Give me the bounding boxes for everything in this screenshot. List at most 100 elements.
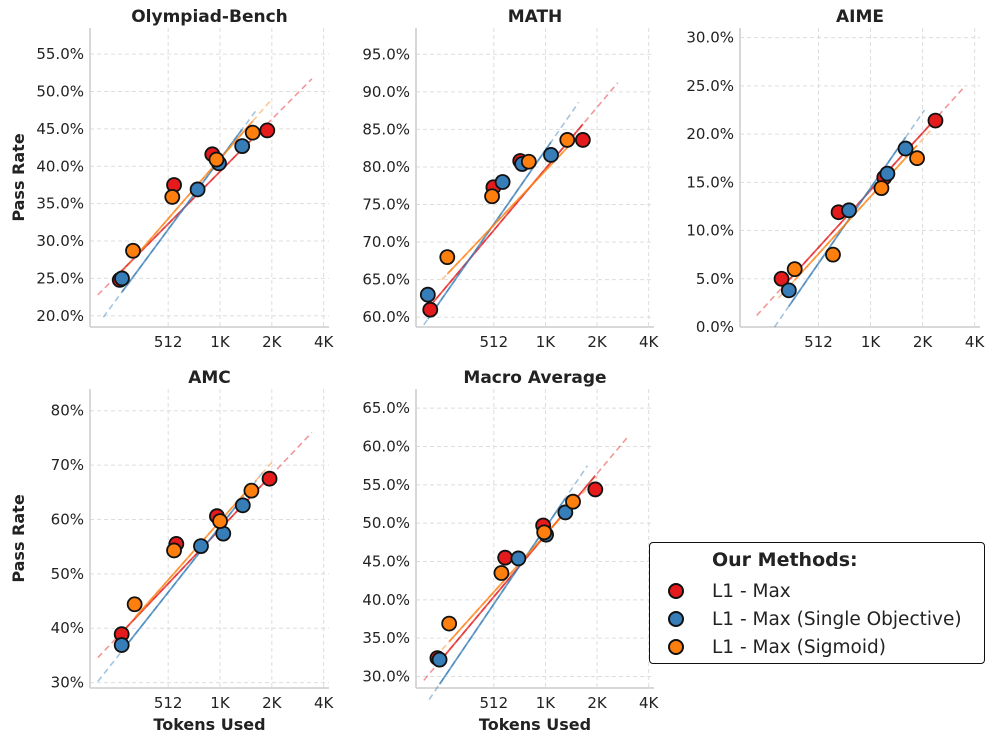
data-point-l1-max-single-objective <box>114 270 130 287</box>
x-tick-label: 512 <box>804 333 833 351</box>
y-tick-label: 55.0% <box>362 476 410 494</box>
data-point-l1-max-sigmoid <box>909 150 925 167</box>
y-tick-label: 95.0% <box>362 45 410 63</box>
data-point-l1-max-sigmoid <box>786 261 803 278</box>
x-tick-label: 512 <box>154 694 183 712</box>
data-point-l1-max-sigmoid <box>243 482 260 499</box>
data-point-l1-max <box>927 112 944 129</box>
y-tick-label: 70% <box>51 456 84 474</box>
y-tick-label: 35.0% <box>36 195 84 213</box>
data-point-l1-max <box>259 122 276 139</box>
x-axis-label: Tokens Used <box>153 715 265 734</box>
y-tick-label: 40.0% <box>36 157 84 175</box>
legend-item-l1-max-single-objective: L1 - Max (Single Objective) <box>668 607 962 631</box>
chart-aime: 0.0% 5.0% 10.0% 15.0% 20.0% 25.0% 30.0% 512 1K 2K… <box>686 7 985 351</box>
x-tick-label: 2K <box>913 333 934 351</box>
chart-title: Macro Average <box>463 368 606 388</box>
x-tick-label: 2K <box>587 333 608 351</box>
x-tick-label: 2K <box>262 333 283 351</box>
data-point-l1-max-sigmoid <box>126 596 143 613</box>
data-point-l1-max-single-objective <box>193 538 209 555</box>
x-tick-label: 1K <box>536 694 557 712</box>
data-point-l1-max-sigmoid <box>439 249 456 266</box>
chart-title: AMC <box>188 368 231 388</box>
x-axis-label: Tokens Used <box>479 715 591 734</box>
data-point-l1-max-sigmoid <box>441 615 458 632</box>
data-point-l1-max-sigmoid <box>536 524 553 541</box>
x-tick-label: 2K <box>587 694 608 712</box>
y-tick-label: 70.0% <box>362 233 410 251</box>
y-tick-label: 20.0% <box>36 307 84 325</box>
y-tick-label: 60.0% <box>362 438 410 456</box>
x-tick-label: 2K <box>262 694 283 712</box>
legend-label: L1 - Max <box>712 580 791 602</box>
x-tick-label: 512 <box>480 333 509 351</box>
data-point-l1-max-single-objective <box>841 202 857 219</box>
legend-label: L1 - Max (Sigmoid) <box>712 636 886 658</box>
data-point-l1-max-sigmoid <box>208 151 225 168</box>
y-tick-label: 30.0% <box>686 29 734 47</box>
y-tick-label: 0.0% <box>696 318 734 336</box>
x-tick-label: 4K <box>314 333 335 351</box>
data-point-l1-max-sigmoid <box>484 188 500 205</box>
y-tick-label: 50% <box>51 565 84 583</box>
y-tick-label: 45.0% <box>362 553 410 571</box>
y-tick-label: 75.0% <box>362 196 410 214</box>
y-axis-label: Pass Rate <box>9 494 28 582</box>
data-point-l1-max-sigmoid <box>520 153 537 170</box>
data-point-l1-max <box>773 270 790 287</box>
data-point-l1-max-sigmoid <box>244 124 261 141</box>
trend-line-l1-max <box>780 118 937 289</box>
y-tick-label: 65.0% <box>362 399 410 417</box>
x-tick-label: 1K <box>210 333 231 351</box>
y-tick-label: 20.0% <box>686 125 734 143</box>
data-point-l1-max-sigmoid <box>125 242 141 259</box>
data-point-l1-max-single-objective <box>879 165 896 182</box>
data-point-l1-max-sigmoid <box>873 180 890 197</box>
chart-macro-average: 30.0% 35.0% 40.0% 45.0% 50.0% 55.0% 60.0% 65.0%… <box>362 368 659 734</box>
x-tick-label: 4K <box>639 694 660 712</box>
data-point-l1-max-single-objective <box>897 140 914 157</box>
x-tick-label: 4K <box>314 694 335 712</box>
data-point-l1-max-sigmoid <box>212 513 228 530</box>
data-point-l1-max-single-objective <box>431 651 448 668</box>
data-point-l1-max-single-objective <box>234 497 251 514</box>
x-tick-label: 1K <box>861 333 882 351</box>
y-tick-label: 40% <box>51 619 84 637</box>
data-point-l1-max-sigmoid <box>825 246 841 263</box>
x-tick-label: 512 <box>154 333 183 351</box>
y-tick-label: 80.0% <box>362 158 410 176</box>
chart-title: MATH <box>508 7 563 27</box>
y-tick-label: 30.0% <box>36 232 84 250</box>
y-tick-label: 25.0% <box>686 77 734 95</box>
legend-title: Our Methods: <box>712 549 858 571</box>
data-point-l1-max <box>422 301 439 318</box>
y-tick-label: 25.0% <box>36 269 84 287</box>
y-tick-label: 40.0% <box>362 591 410 609</box>
data-point-l1-max-single-objective <box>543 147 559 163</box>
y-tick-label: 85.0% <box>362 120 410 138</box>
legend: Our Methods: L1 - Max L1 - Max (Single O… <box>649 542 985 664</box>
legend-marker-blue-icon <box>668 611 684 627</box>
y-tick-label: 65.0% <box>362 271 410 289</box>
trend-line-l1-max-sigmoid <box>133 485 253 619</box>
data-point-l1-max <box>587 481 604 498</box>
chart-amc: 30% 40% 50% 60% 70% 80% 512 1K 2K 4K AMC Pass Rate T… <box>9 368 334 734</box>
legend-label: L1 - Max (Single Objective) <box>712 608 962 630</box>
y-tick-label: 5.0% <box>696 270 734 288</box>
data-point-l1-max-single-objective <box>510 550 527 567</box>
legend-marker-orange-icon <box>668 639 684 655</box>
data-point-l1-max <box>574 132 591 148</box>
chart-math: 60.0% 65.0% 70.0% 75.0% 80.0% 85.0% 90.0% 95.0%… <box>362 7 659 351</box>
y-tick-label: 60% <box>51 510 84 528</box>
data-point-l1-max <box>261 470 278 487</box>
y-tick-label: 50.0% <box>362 514 410 532</box>
data-point-l1-max-single-objective <box>234 138 251 155</box>
data-point-l1-max-single-objective <box>780 282 797 299</box>
y-tick-label: 60.0% <box>362 308 410 326</box>
data-point-l1-max-sigmoid <box>559 132 576 148</box>
chart-title: Olympiad-Bench <box>131 7 288 27</box>
y-tick-label: 30.0% <box>362 668 410 686</box>
legend-item-l1-max: L1 - Max <box>668 579 791 603</box>
